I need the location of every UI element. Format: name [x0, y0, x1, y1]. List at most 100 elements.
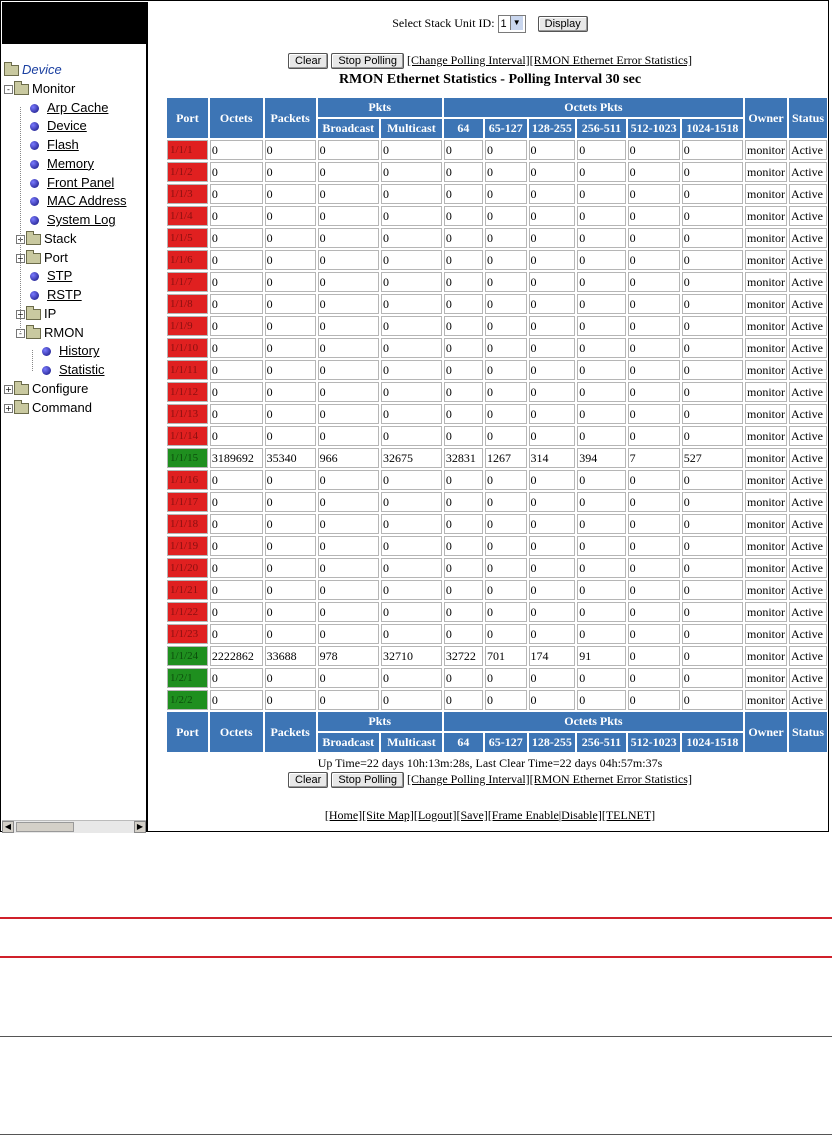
port-cell-red[interactable]: 1/1/3 [167, 184, 208, 204]
display-button[interactable]: Display [537, 16, 588, 32]
footer-link-sitemap[interactable]: [Site Map] [362, 808, 414, 822]
status-cell: Active [788, 382, 827, 402]
nav-item-label: RSTP [47, 287, 82, 302]
nav-item-command[interactable]: + Command [4, 398, 92, 417]
stack-unit-select[interactable]: 1 ▼ [497, 15, 526, 33]
rmon-error-statistics-link-bottom[interactable]: [RMON Ethernet Error Statistics] [529, 772, 692, 786]
nav-item-configure[interactable]: + Configure [4, 379, 88, 398]
port-cell-red[interactable]: 1/1/22 [167, 602, 208, 622]
port-cell-red[interactable]: 1/1/14 [167, 426, 208, 446]
page-rule-red [0, 917, 832, 919]
rmon-error-statistics-link[interactable]: [RMON Ethernet Error Statistics] [529, 53, 692, 67]
collapse-icon[interactable]: - [4, 84, 13, 94]
port-cell-red[interactable]: 1/1/10 [167, 338, 208, 358]
stat-cell: 0 [264, 360, 316, 380]
port-cell-red[interactable]: 1/1/16 [167, 470, 208, 490]
port-cell-green[interactable]: 1/1/24 [167, 646, 208, 666]
stat-cell: 0 [484, 250, 527, 270]
stat-cell: 0 [317, 492, 379, 512]
port-cell-red[interactable]: 1/1/18 [167, 514, 208, 534]
stat-cell: 0 [484, 206, 527, 226]
main-content: Select Stack Unit ID: 1 ▼ Display Clear S… [151, 2, 829, 831]
port-cell-green[interactable]: 1/2/2 [167, 690, 208, 710]
port-cell-red[interactable]: 1/1/1 [167, 140, 208, 160]
status-cell: Active [788, 316, 827, 336]
nav-item-arp-cache[interactable]: Arp Cache [30, 98, 108, 117]
stop-polling-button-bottom[interactable]: Stop Polling [331, 772, 405, 789]
change-polling-interval-link[interactable]: [Change Polling Interval] [407, 53, 530, 67]
col-header-b65: 65-127 [484, 119, 527, 138]
nav-item-device[interactable]: Device [30, 116, 87, 135]
stop-polling-button[interactable]: Stop Polling [331, 53, 405, 70]
col-header-pkts: Pkts [317, 98, 442, 117]
stat-cell: 0 [443, 404, 483, 424]
footer-link-frameenable[interactable]: [Frame Enable [487, 808, 559, 822]
footer-link-save[interactable]: [Save] [456, 808, 488, 822]
port-cell-red[interactable]: 1/1/7 [167, 272, 208, 292]
nav-item-front-panel[interactable]: Front Panel [30, 173, 114, 192]
port-cell-red[interactable]: 1/1/21 [167, 580, 208, 600]
nav-item-system-log[interactable]: System Log [30, 210, 116, 229]
stat-cell: 0 [577, 492, 626, 512]
expand-icon[interactable]: + [4, 403, 13, 413]
nav-item-stack[interactable]: + Stack [16, 229, 77, 248]
nav-item-stp[interactable]: STP [30, 266, 72, 285]
port-cell-red[interactable]: 1/1/12 [167, 382, 208, 402]
scroll-left-icon[interactable]: ◀ [2, 821, 14, 833]
scroll-right-icon[interactable]: ▶ [134, 821, 146, 833]
port-cell-red[interactable]: 1/1/9 [167, 316, 208, 336]
owner-cell: monitor [744, 690, 787, 710]
port-cell-red[interactable]: 1/1/23 [167, 624, 208, 644]
nav-root-device[interactable]: Device [4, 60, 62, 79]
horizontal-scrollbar[interactable]: ◀ ▶ [2, 820, 146, 833]
clear-button-bottom[interactable]: Clear [288, 772, 329, 789]
clear-button[interactable]: Clear [288, 53, 329, 70]
chevron-down-icon[interactable]: ▼ [509, 16, 523, 30]
footer-link-home[interactable]: [Home] [324, 808, 363, 822]
nav-item-flash[interactable]: Flash [30, 135, 79, 154]
stat-cell: 0 [317, 316, 379, 336]
port-cell-red[interactable]: 1/1/19 [167, 536, 208, 556]
stat-cell: 0 [484, 690, 527, 710]
nav-item-port[interactable]: + Port [16, 248, 68, 267]
nav-item-statistic[interactable]: Statistic [42, 360, 105, 379]
nav-item-rstp[interactable]: RSTP [30, 285, 82, 304]
port-cell-red[interactable]: 1/1/8 [167, 294, 208, 314]
table-row: 1/1/10 0 0 0 0 0 0 0 0 0 0 monitor Active [167, 338, 827, 358]
stat-cell: 527 [681, 448, 743, 468]
col-header-broadcast: Broadcast [317, 733, 379, 752]
port-cell-red[interactable]: 1/1/6 [167, 250, 208, 270]
stat-cell: 0 [317, 250, 379, 270]
change-polling-interval-link-bottom[interactable]: [Change Polling Interval] [407, 772, 530, 786]
port-cell-red[interactable]: 1/1/4 [167, 206, 208, 226]
stat-cell: 0 [577, 294, 626, 314]
stat-cell: 0 [577, 162, 626, 182]
stat-cell: 0 [443, 360, 483, 380]
nav-item-mac-address[interactable]: MAC Address [30, 191, 126, 210]
expand-icon[interactable]: + [4, 384, 13, 394]
stat-cell: 0 [380, 624, 442, 644]
port-cell-red[interactable]: 1/1/5 [167, 228, 208, 248]
port-cell-green[interactable]: 1/2/1 [167, 668, 208, 688]
footer-link-telnet[interactable]: [TELNET] [601, 808, 656, 822]
status-cell: Active [788, 470, 827, 490]
footer-link-logout[interactable]: [Logout] [413, 808, 457, 822]
port-cell-red[interactable]: 1/1/20 [167, 558, 208, 578]
port-cell-red[interactable]: 1/1/11 [167, 360, 208, 380]
col-header-b512: 512-1023 [627, 119, 680, 138]
port-cell-red[interactable]: 1/1/2 [167, 162, 208, 182]
stat-cell: 0 [681, 250, 743, 270]
nav-item-history[interactable]: History [42, 341, 99, 360]
port-cell-green[interactable]: 1/1/15 [167, 448, 208, 468]
nav-item-rmon[interactable]: - RMON [16, 323, 84, 342]
footer-link-disable[interactable]: |Disable] [558, 808, 602, 822]
stat-cell: 0 [577, 580, 626, 600]
nav-item-monitor[interactable]: - Monitor [4, 79, 75, 98]
port-cell-red[interactable]: 1/1/17 [167, 492, 208, 512]
scroll-thumb[interactable] [16, 822, 74, 832]
nav-item-ip[interactable]: + IP [16, 304, 56, 323]
stat-cell: 0 [484, 294, 527, 314]
col-header-broadcast: Broadcast [317, 119, 379, 138]
nav-item-memory[interactable]: Memory [30, 154, 94, 173]
port-cell-red[interactable]: 1/1/13 [167, 404, 208, 424]
